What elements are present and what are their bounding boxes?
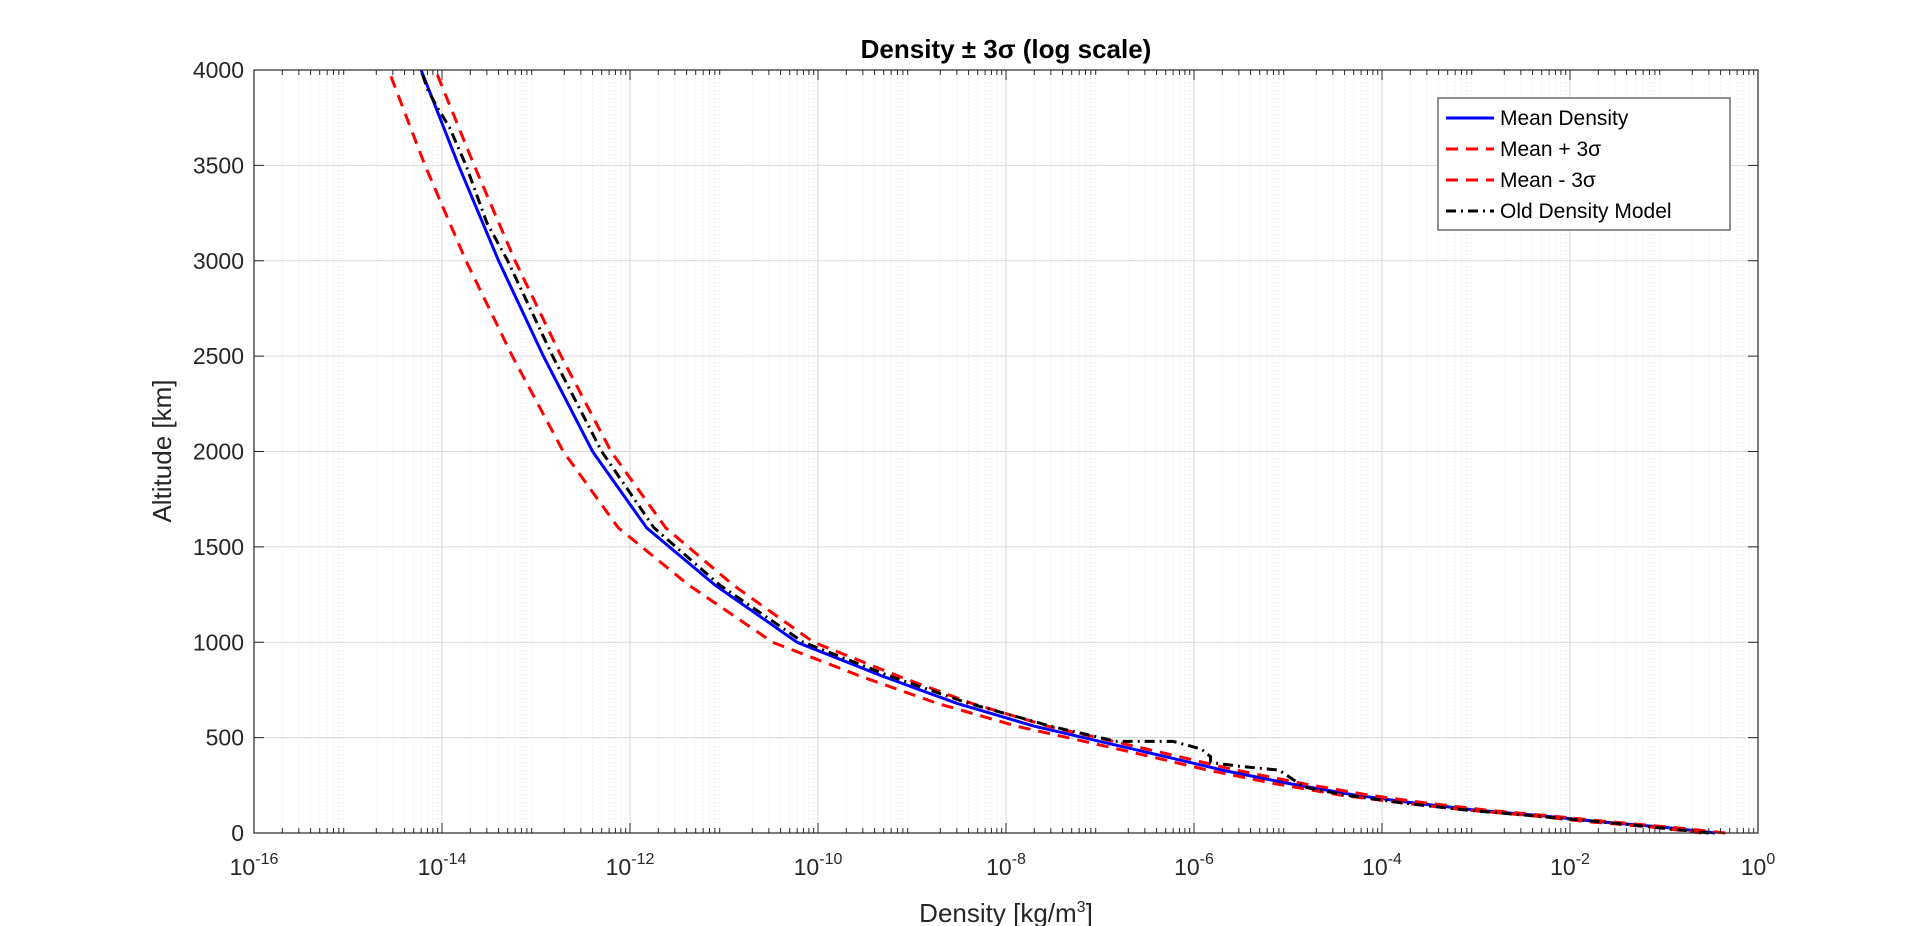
- legend-label-1: Mean Density: [1500, 107, 1629, 130]
- x-tick-label: 10-14: [418, 851, 467, 880]
- legend-items: Mean Density Mean + 3σ Mean - 3σ Old Densit…: [1446, 107, 1672, 223]
- series-line-2: [434, 69, 1726, 835]
- legend-label-4: Old Density Model: [1500, 200, 1672, 223]
- x-tick-label: 10-8: [986, 851, 1026, 880]
- x-tick-label: 10-6: [1174, 851, 1214, 880]
- x-tick-label: 100: [1741, 851, 1776, 880]
- y-tick-label: 3500: [193, 152, 244, 178]
- x-tick-label: 10-4: [1362, 851, 1402, 880]
- legend: Mean Density Mean + 3σ Mean - 3σ Old Densit…: [1437, 97, 1731, 231]
- y-tick-label: 1500: [193, 534, 244, 560]
- series-line-4: [419, 69, 1709, 835]
- y-tick-label: 4000: [193, 57, 244, 83]
- y-tick-label: 500: [206, 725, 244, 751]
- y-tick-label: 2500: [193, 343, 244, 369]
- x-tick-label: 10-16: [230, 851, 279, 880]
- ticks: [253, 69, 1759, 834]
- y-tick-label: 3000: [193, 248, 244, 274]
- y-tick-label: 1000: [193, 629, 244, 655]
- tick-labels: 10-16 10-14 10-12 10-10 10-8 10-6 10-4 10-2 1000…: [193, 57, 1776, 880]
- y-axis-label: Altitude [km]: [147, 379, 177, 522]
- x-axis-label: Density [kg/m3]: [919, 898, 1093, 926]
- x-tick-label: 10-12: [606, 851, 655, 880]
- series-layer: [387, 69, 1726, 835]
- chart-title: Density ± 3σ (log scale): [861, 34, 1152, 64]
- x-tick-label: 10-2: [1550, 851, 1590, 880]
- x-tick-label: 10-10: [794, 851, 843, 880]
- y-tick-label: 0: [231, 820, 244, 846]
- legend-label-2: Mean + 3σ: [1500, 138, 1601, 161]
- legend-box: [1437, 97, 1731, 231]
- legend-label-3: Mean - 3σ: [1500, 169, 1596, 192]
- series-line-3: [387, 69, 1702, 835]
- y-tick-label: 2000: [193, 439, 244, 465]
